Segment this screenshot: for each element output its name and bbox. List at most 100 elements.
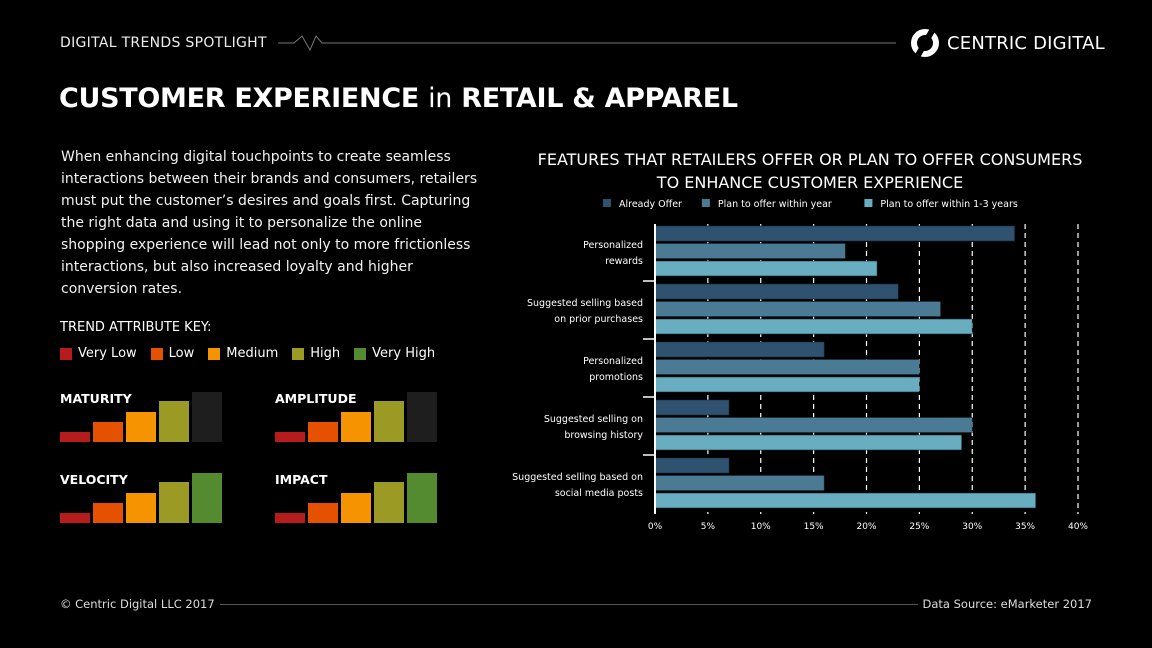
attribute-maturity: MATURITY [60, 391, 230, 442]
centric-logo-icon [911, 29, 939, 57]
page-title: CUSTOMER EXPERIENCE in RETAIL & APPAREL [59, 83, 738, 114]
x-tick-label: 35% [1015, 522, 1035, 530]
bar [654, 225, 1015, 242]
bar [654, 301, 941, 317]
copyright: © Centric Digital LLC 2017 [60, 597, 215, 611]
attribute-label: VELOCITY [60, 472, 128, 487]
footer-divider [220, 604, 918, 605]
key-swatch [208, 347, 221, 360]
brand-logo: CENTRIC DIGITAL [911, 29, 1105, 57]
bar [654, 457, 730, 474]
header-pulse-line [278, 35, 896, 52]
x-tick-label: 20% [856, 522, 876, 530]
category-label: rewards [605, 256, 643, 267]
attribute-level-bar [374, 482, 404, 523]
bar [654, 399, 730, 416]
key-title: TREND ATTRIBUTE KEY: [60, 320, 212, 335]
category-label: browsing history [564, 430, 643, 441]
attribute-level-bar [275, 432, 305, 442]
x-tick-label: 30% [962, 522, 982, 530]
attribute-level-bar [341, 412, 371, 442]
attribute-level-bar [341, 493, 371, 523]
bar [654, 492, 1037, 509]
attribute-level-bar [275, 513, 305, 523]
key-label: Very Low [78, 346, 137, 361]
key-item: High [292, 346, 340, 361]
bar [654, 283, 899, 300]
key-item: Very High [354, 346, 435, 361]
bar [654, 260, 878, 277]
key-item: Very Low [60, 346, 137, 361]
category-label: Personalized [583, 240, 643, 251]
category-label: promotions [589, 372, 643, 383]
x-tick-label: 25% [909, 522, 929, 530]
chart-title: FEATURES THAT RETAILERS OFFER OR PLAN TO… [520, 148, 1100, 194]
attribute-label: IMPACT [275, 472, 328, 487]
category-label: Suggested selling based on [512, 472, 643, 483]
legend-swatch [603, 199, 611, 207]
attribute-level-bar [126, 493, 156, 523]
x-tick-label: 15% [804, 522, 824, 530]
bar [654, 475, 825, 491]
key-legend: Very Low Low Medium High Very High [60, 346, 435, 361]
bar-chart: Already Offer Plan to offer within year Pl… [512, 199, 1088, 530]
key-swatch [60, 347, 72, 360]
key-label: Very High [372, 346, 436, 361]
attribute-impact: IMPACT [275, 472, 445, 523]
x-tick-label: 0% [648, 522, 663, 530]
attribute-level-bar [159, 482, 189, 523]
attribute-label: AMPLITUDE [275, 391, 357, 406]
chart-title-line-2: TO ENHANCE CUSTOMER EXPERIENCE [656, 173, 964, 192]
bar [654, 359, 920, 375]
legend-label: Already Offer [619, 199, 682, 210]
title-part-3: RETAIL & APPAREL [461, 83, 738, 114]
x-tick-label: 40% [1068, 522, 1088, 530]
attribute-level-bar [93, 503, 123, 523]
bar [654, 376, 920, 393]
attribute-level-bar [159, 401, 189, 442]
x-tick-label: 5% [701, 522, 716, 530]
attribute-level-bar [126, 412, 156, 442]
bar [654, 318, 973, 335]
attribute-velocity: VELOCITY [60, 472, 230, 523]
key-label: Medium [226, 346, 279, 361]
chart-title-line-1: FEATURES THAT RETAILERS OFFER OR PLAN TO… [537, 150, 1083, 169]
attribute-level-bar [192, 392, 222, 442]
legend-swatch [701, 199, 710, 207]
attribute-level-bar [60, 432, 90, 442]
bar [654, 434, 962, 451]
category-label: Suggested selling on [544, 414, 643, 425]
legend-swatch [864, 199, 873, 207]
data-source: Data Source: eMarketer 2017 [922, 597, 1092, 611]
bar [654, 417, 973, 433]
title-part-1: CUSTOMER EXPERIENCE [59, 83, 419, 114]
category-label: Personalized [583, 356, 643, 367]
attribute-level-bar [407, 392, 437, 442]
key-swatch [292, 347, 305, 360]
category-label: social media posts [555, 488, 643, 499]
key-label: High [310, 346, 341, 361]
legend-label: Plan to offer within 1-3 years [880, 199, 1017, 210]
x-tick-label: 10% [751, 522, 771, 530]
title-part-2: in [428, 83, 453, 114]
attribute-level-bar [192, 473, 222, 523]
bar [654, 341, 825, 358]
intro-paragraph: When enhancing digital touchpoints to cr… [61, 149, 478, 297]
attribute-label: MATURITY [60, 391, 132, 406]
key-swatch [354, 347, 367, 360]
key-item: Medium [208, 346, 278, 361]
spotlight-label: DIGITAL TRENDS SPOTLIGHT [60, 35, 267, 51]
key-item: Low [150, 346, 195, 361]
bar [654, 243, 846, 259]
brand-name: CENTRIC DIGITAL [947, 32, 1105, 54]
key-swatch [150, 347, 163, 360]
legend-label: Plan to offer within year [718, 199, 832, 210]
key-label: Low [168, 346, 195, 361]
category-label: Suggested selling based [527, 298, 643, 309]
attribute-amplitude: AMPLITUDE [275, 391, 445, 442]
attribute-level-bar [374, 401, 404, 442]
attribute-level-bar [308, 422, 338, 442]
attribute-level-bar [308, 503, 338, 523]
attribute-level-bar [93, 422, 123, 442]
attribute-level-bar [407, 473, 437, 523]
